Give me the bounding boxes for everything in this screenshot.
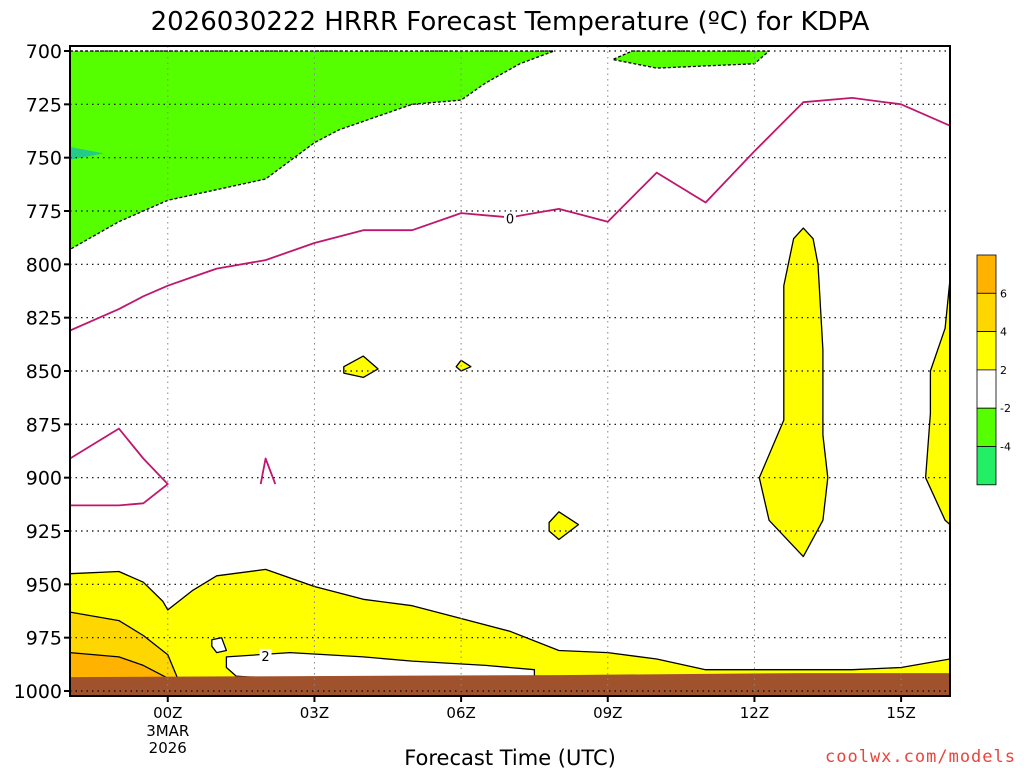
y-tick-label: 800 xyxy=(26,254,62,276)
ground-fill xyxy=(70,673,950,696)
grid-lines xyxy=(70,46,950,696)
ground-layer xyxy=(70,673,950,696)
colorbar-bin xyxy=(976,446,997,486)
x-tick-label: 00Z xyxy=(153,704,182,722)
colorbar-bin xyxy=(976,369,997,409)
coldest-region xyxy=(70,147,105,160)
x-axis-label: Forecast Time (UTC) xyxy=(404,746,616,768)
y-tick-label: 825 xyxy=(26,308,62,330)
y-tick-label: 775 xyxy=(26,201,62,223)
colorbar-tick-label: -2 xyxy=(1000,402,1011,415)
y-tick-label: 975 xyxy=(26,628,62,650)
y-tick-label: 725 xyxy=(26,94,62,116)
x-tick-label: 15Z xyxy=(886,704,915,722)
y-tick-label: 925 xyxy=(26,521,62,543)
colorbar-tick-label: 6 xyxy=(1000,287,1007,300)
warm-lower-layer xyxy=(70,568,950,679)
warmest-lower-layer xyxy=(70,651,169,679)
cold-region-top-right xyxy=(612,50,770,69)
colorbar-bin xyxy=(976,292,997,332)
freezing-line-loop xyxy=(70,427,169,507)
contour-label: 0 xyxy=(506,213,514,228)
colorbar-tick-label: -4 xyxy=(1000,441,1011,454)
freezing-lines xyxy=(70,97,950,507)
contour-label-bg xyxy=(504,211,516,226)
y-tick-label: 700 xyxy=(26,41,62,63)
y-tick-label: 750 xyxy=(26,148,62,170)
colorbar-bin xyxy=(976,254,997,294)
x-tick-sublabel: 3MAR xyxy=(146,722,189,740)
chart-title: 2026030222 HRRR Forecast Temperature (ºC… xyxy=(151,7,870,37)
colorbar-tick-label: 4 xyxy=(1000,326,1007,339)
x-tick-label: 06Z xyxy=(446,704,475,722)
contour-labels: 02 xyxy=(259,211,516,665)
warm-column-13z xyxy=(758,227,829,558)
y-tick-label: 850 xyxy=(26,361,62,383)
y-tick-label: 950 xyxy=(26,574,62,596)
y-tick-label: 875 xyxy=(26,414,62,436)
x-tick-label: 12Z xyxy=(740,704,769,722)
warm-blob-850-06z xyxy=(455,359,472,372)
x-tick-label: 03Z xyxy=(300,704,329,722)
colorbar-tick-label: 2 xyxy=(1000,364,1007,377)
contour-label: 2 xyxy=(261,650,269,665)
warm-blob-850-04z xyxy=(343,355,379,379)
x-tick-sublabel: 2026 xyxy=(149,739,187,757)
watermark: coolwx.com/models xyxy=(825,747,1016,767)
cold-region xyxy=(70,50,555,251)
contour-regions xyxy=(70,50,950,679)
white-pocket-near-2 xyxy=(225,651,536,679)
y-tick-label: 1000 xyxy=(14,681,62,703)
contour-label-bg xyxy=(259,648,272,663)
colorbar-bin xyxy=(976,331,997,371)
colorbar: 6 4 2 -2 -4 xyxy=(976,254,1011,486)
warm-blob-925-08z xyxy=(548,511,580,541)
freezing-line-spike xyxy=(259,457,277,485)
y-tick-label: 900 xyxy=(26,468,62,490)
colorbar-bin xyxy=(976,407,997,447)
freezing-line-main xyxy=(70,97,950,332)
warm-right-edge xyxy=(924,278,950,526)
x-tick-label: 09Z xyxy=(593,704,622,722)
y-axis-ticks: 700 725 750 775 800 825 850 875 900 925 950 975 1000 xyxy=(14,41,70,703)
